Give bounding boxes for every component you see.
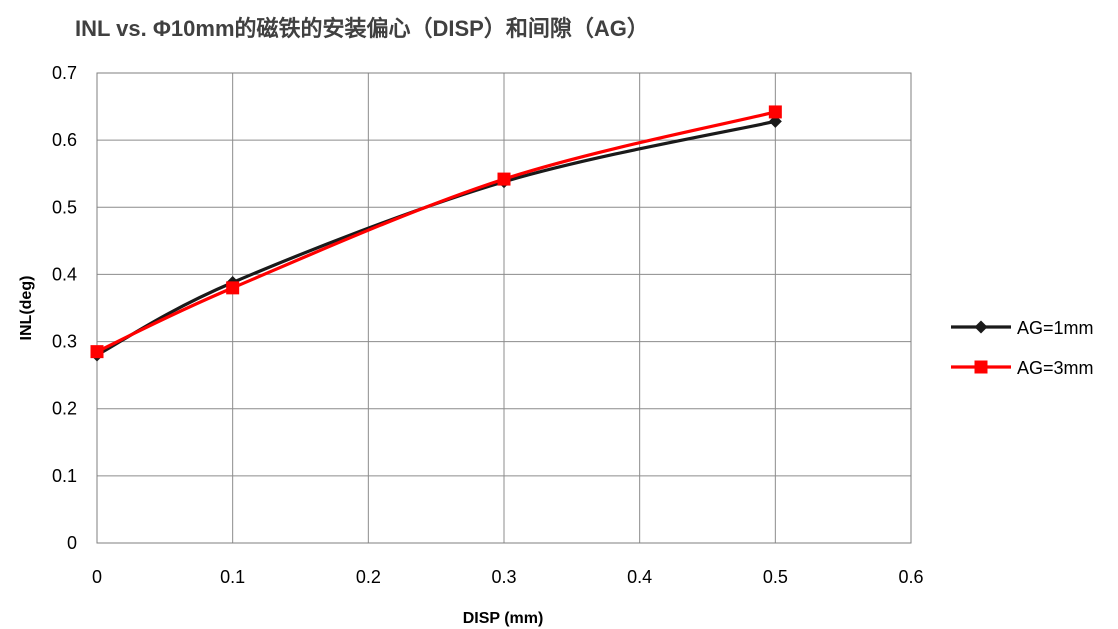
x-tick-label: 0 bbox=[92, 567, 102, 587]
legend-marker bbox=[974, 360, 988, 374]
data-point bbox=[90, 345, 104, 359]
legend-label: AG=3mm bbox=[1017, 358, 1094, 378]
x-axis-label: DISP (mm) bbox=[463, 610, 544, 627]
data-point bbox=[768, 105, 782, 119]
y-tick-label: 0.3 bbox=[52, 332, 77, 352]
y-tick-label: 0.2 bbox=[52, 399, 77, 419]
y-tick-label: 0.5 bbox=[52, 197, 77, 217]
grid bbox=[96, 72, 912, 544]
x-tick-label: 0.6 bbox=[898, 567, 923, 587]
y-tick-label: 0.6 bbox=[52, 130, 77, 150]
y-axis-label: INL(deg) bbox=[18, 276, 35, 341]
chart-title: INL vs. Φ10mm的磁铁的安装偏心（DISP）和间隙（AG） bbox=[75, 16, 649, 41]
legend: AG=1mm AG=3mm bbox=[951, 318, 1094, 378]
y-tick-label: 0.1 bbox=[52, 466, 77, 486]
legend-marker bbox=[974, 320, 988, 334]
legend-item: AG=3mm bbox=[951, 358, 1094, 378]
x-tick-label: 0.5 bbox=[763, 567, 788, 587]
x-axis-ticks: 0 0.1 0.2 0.3 0.4 0.5 0.6 bbox=[92, 567, 924, 587]
x-tick-label: 0.2 bbox=[356, 567, 381, 587]
plot-area bbox=[96, 72, 912, 544]
x-tick-label: 0.3 bbox=[491, 567, 516, 587]
series-line bbox=[96, 119, 776, 357]
data-point bbox=[497, 172, 511, 186]
legend-label: AG=1mm bbox=[1017, 318, 1094, 338]
y-axis-ticks: 0 0.1 0.2 0.3 0.4 0.5 0.6 0.7 bbox=[52, 63, 77, 553]
x-tick-label: 0.4 bbox=[627, 567, 652, 587]
y-tick-label: 0 bbox=[67, 533, 77, 553]
series-layer bbox=[90, 105, 782, 362]
series-diamond bbox=[90, 114, 782, 362]
series-line bbox=[96, 110, 776, 354]
x-tick-label: 0.1 bbox=[220, 567, 245, 587]
y-tick-label: 0.7 bbox=[52, 63, 77, 83]
data-point bbox=[226, 281, 240, 295]
y-tick-label: 0.4 bbox=[52, 264, 77, 284]
legend-item: AG=1mm bbox=[951, 318, 1094, 338]
series-square bbox=[90, 105, 782, 359]
